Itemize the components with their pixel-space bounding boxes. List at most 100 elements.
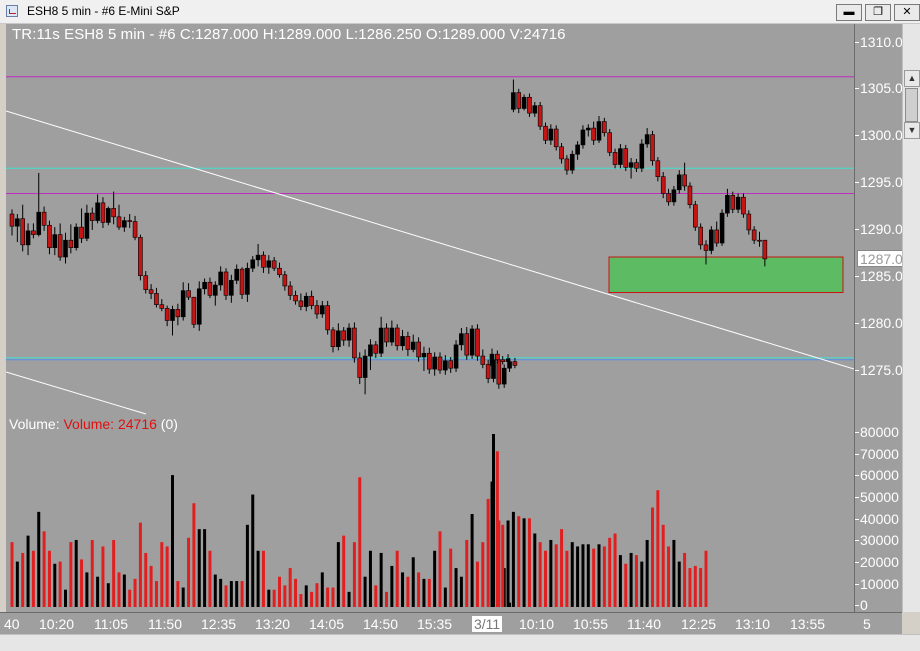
volume-bar — [342, 535, 346, 607]
volume-bar — [624, 563, 628, 607]
candle-body — [352, 327, 357, 359]
volume-bar — [96, 576, 100, 607]
candle-body — [580, 129, 586, 146]
price-volume-chart[interactable] — [6, 24, 854, 612]
candle-body — [84, 212, 90, 239]
candle-body — [303, 295, 309, 307]
volume-bar — [490, 481, 494, 607]
volume-bar — [602, 546, 606, 607]
restore-button[interactable]: ❐ — [865, 4, 891, 21]
candle-body — [421, 352, 427, 358]
volume-bar — [522, 518, 526, 607]
candle-body — [170, 309, 175, 321]
candle-body — [511, 92, 516, 110]
scroll-down-icon[interactable]: ▼ — [904, 122, 920, 139]
volume-bar — [358, 477, 362, 607]
candle-body — [159, 304, 165, 309]
volume-label: Volume: — [9, 416, 60, 432]
candle-body — [746, 213, 752, 231]
volume-bar — [645, 539, 649, 607]
candle-body — [25, 230, 31, 246]
chart-plot-area[interactable]: TR:11s ESH8 5 min - #6 C:1287.000 H:1289… — [6, 24, 854, 612]
price-axis[interactable]: 1310.000 1305.000 1300.000 1295.000 1290… — [854, 24, 920, 613]
candle-body — [186, 290, 191, 298]
candle-body — [443, 360, 448, 371]
volume-bar — [379, 552, 383, 607]
candle-body — [639, 143, 645, 169]
volume-bar — [704, 550, 708, 607]
volume-bar — [47, 550, 51, 607]
volume-bar — [667, 546, 671, 607]
time-tick: 13:55 — [790, 616, 826, 632]
candle-body — [655, 160, 661, 177]
candle-body — [464, 333, 470, 356]
volume-bar — [261, 550, 265, 607]
candle-body — [389, 327, 395, 343]
volume-bar — [272, 589, 276, 607]
volume-bar — [517, 516, 521, 607]
volume-bar — [527, 518, 531, 607]
volume-bar — [608, 537, 612, 607]
candle-body — [250, 259, 256, 269]
candle-body — [489, 353, 495, 366]
minimize-button[interactable]: ▬ — [836, 4, 862, 21]
volume-bar — [544, 550, 547, 607]
volume-bar — [90, 539, 94, 607]
close-button[interactable]: ✕ — [894, 4, 920, 21]
candle-body — [596, 121, 602, 141]
volume-bar — [406, 576, 410, 607]
candle-body — [591, 127, 596, 141]
candle-body — [266, 260, 272, 268]
candle-body — [89, 212, 95, 221]
volume-bar — [315, 583, 319, 607]
volume-bar — [256, 550, 260, 607]
title-bar: ESH8 5 min - #6 E-Mini S&P ▬ ❐ ✕ — [0, 0, 920, 24]
volume-bar — [347, 591, 351, 607]
candle-body — [100, 202, 106, 223]
candle-body — [106, 208, 111, 223]
volume-extra: (0) — [160, 416, 178, 432]
volume-bar — [245, 524, 249, 607]
candle-body — [618, 148, 623, 165]
candle-body — [154, 293, 159, 305]
volume-bar — [501, 524, 505, 607]
candle-body — [564, 158, 570, 171]
candle-body — [229, 280, 234, 296]
candle-body — [730, 195, 736, 210]
candle-body — [469, 328, 475, 356]
volume-bar — [144, 552, 148, 607]
scroll-up-icon[interactable]: ▲ — [904, 70, 920, 87]
candle-body — [180, 290, 186, 318]
volume-bar — [677, 561, 681, 607]
scroll-thumb[interactable] — [905, 88, 918, 122]
window-title: ESH8 5 min - #6 E-Mini S&P — [27, 4, 180, 18]
volume-bar — [251, 494, 255, 607]
volume-bar — [576, 546, 580, 607]
trend-line — [6, 371, 147, 415]
volume-bar — [224, 585, 228, 607]
volume-bar — [31, 550, 35, 607]
volume-bar — [470, 514, 474, 607]
candle-body — [757, 239, 762, 242]
candle-body — [543, 125, 548, 141]
candle-body — [634, 162, 639, 169]
volume-bar — [454, 568, 458, 607]
volume-bar — [336, 542, 340, 607]
volume-bar — [326, 587, 330, 607]
volume-bar — [401, 572, 405, 607]
candle-body — [532, 105, 538, 114]
volume-bar — [554, 544, 558, 607]
time-tick: 10:20 — [39, 616, 75, 632]
candle-body — [628, 162, 634, 168]
time-axis[interactable]: 40 10:20 11:05 11:50 12:35 13:20 14:05 1… — [0, 612, 902, 634]
candle-body — [709, 229, 714, 251]
candle-body — [95, 202, 100, 221]
candle-body — [202, 281, 207, 290]
horizontal-scrollbar[interactable] — [0, 634, 920, 651]
volume-bar — [154, 581, 158, 607]
vertical-scrollbar[interactable]: ▲ ▼ — [902, 24, 920, 612]
candle-body — [218, 271, 223, 286]
candle-body — [394, 327, 400, 347]
candle-body — [480, 355, 486, 365]
volume-bar — [560, 529, 564, 607]
